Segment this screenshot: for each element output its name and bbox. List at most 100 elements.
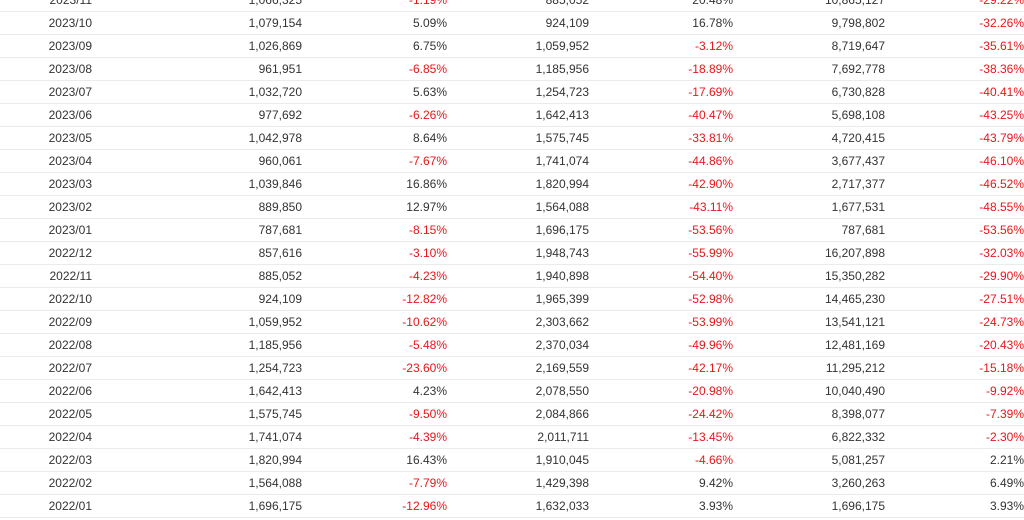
cell-value-1: 1,079,154	[92, 11, 302, 35]
cell-value-3: 6,730,828	[733, 80, 885, 104]
cell-month: 2022/11	[0, 264, 92, 288]
cell-value-3: 8,719,647	[733, 34, 885, 58]
table-row: 2022/06 1,642,413 4.23% 2,078,550 -20.98% 10,…	[0, 379, 1024, 403]
cell-change-2: -44.86%	[589, 149, 733, 173]
cell-change-2: -49.96%	[589, 333, 733, 357]
cell-value-1: 961,951	[92, 57, 302, 81]
cell-value-1: 857,616	[92, 241, 302, 265]
cell-month: 2023/03	[0, 172, 92, 196]
cell-change-3: -20.43%	[885, 333, 1024, 357]
cell-value-2: 1,948,743	[447, 241, 589, 265]
cell-month: 2022/06	[0, 379, 92, 403]
table-row: 2023/04 960,061 -7.67% 1,741,074 -44.86% 3,67…	[0, 149, 1024, 173]
cell-value-1: 1,026,869	[92, 34, 302, 58]
cell-change-3: -32.03%	[885, 241, 1024, 265]
cell-change-3: -29.22%	[885, 0, 1024, 12]
cell-change-3: -24.73%	[885, 310, 1024, 334]
cell-change-1: 6.75%	[302, 34, 447, 58]
cell-month: 2022/01	[0, 494, 92, 518]
cell-month: 2023/02	[0, 195, 92, 219]
cell-value-3: 4,720,415	[733, 126, 885, 150]
cell-value-3: 6,822,332	[733, 425, 885, 449]
cell-value-2: 1,642,413	[447, 103, 589, 127]
cell-value-1: 885,052	[92, 264, 302, 288]
cell-value-3: 1,677,531	[733, 195, 885, 219]
cell-change-2: 16.78%	[589, 11, 733, 35]
cell-value-1: 924,109	[92, 287, 302, 311]
table-row: 2023/01 787,681 -8.15% 1,696,175 -53.56% 787,…	[0, 218, 1024, 242]
cell-month: 2022/08	[0, 333, 92, 357]
cell-change-1: 5.09%	[302, 11, 447, 35]
table-row: 2022/03 1,820,994 16.43% 1,910,045 -4.66% 5,0…	[0, 448, 1024, 472]
table-row: 2022/10 924,109 -12.82% 1,965,399 -52.98% 14,…	[0, 287, 1024, 311]
table-row: 2022/11 885,052 -4.23% 1,940,898 -54.40% 15,3…	[0, 264, 1024, 288]
cell-change-3: -43.25%	[885, 103, 1024, 127]
cell-value-2: 924,109	[447, 11, 589, 35]
cell-value-1: 1,741,074	[92, 425, 302, 449]
cell-change-1: -4.23%	[302, 264, 447, 288]
cell-value-2: 1,910,045	[447, 448, 589, 472]
table-row: 2023/03 1,039,846 16.86% 1,820,994 -42.90% 2,…	[0, 172, 1024, 196]
cell-value-2: 1,185,956	[447, 57, 589, 81]
cell-value-3: 12,481,169	[733, 333, 885, 357]
cell-change-2: -55.99%	[589, 241, 733, 265]
cell-change-2: 20.48%	[589, 0, 733, 12]
cell-value-3: 2,717,377	[733, 172, 885, 196]
cell-value-3: 16,207,898	[733, 241, 885, 265]
cell-change-3: -46.10%	[885, 149, 1024, 173]
table-row: 2022/09 1,059,952 -10.62% 2,303,662 -53.99% 1…	[0, 310, 1024, 334]
cell-change-1: -7.67%	[302, 149, 447, 173]
cell-month: 2023/09	[0, 34, 92, 58]
cell-value-2: 1,575,745	[447, 126, 589, 150]
cell-change-2: -43.11%	[589, 195, 733, 219]
cell-month: 2023/05	[0, 126, 92, 150]
cell-value-2: 1,940,898	[447, 264, 589, 288]
cell-value-2: 2,084,866	[447, 402, 589, 426]
cell-value-3: 8,398,077	[733, 402, 885, 426]
cell-change-1: -12.82%	[302, 287, 447, 311]
cell-month: 2022/05	[0, 402, 92, 426]
cell-value-3: 14,465,230	[733, 287, 885, 311]
cell-change-1: 4.23%	[302, 379, 447, 403]
cell-month: 2023/06	[0, 103, 92, 127]
cell-value-3: 5,698,108	[733, 103, 885, 127]
cell-value-2: 2,169,559	[447, 356, 589, 380]
cell-change-2: 3.93%	[589, 494, 733, 518]
cell-month: 2022/04	[0, 425, 92, 449]
cell-change-2: -13.45%	[589, 425, 733, 449]
cell-change-3: -2.30%	[885, 425, 1024, 449]
cell-change-2: -17.69%	[589, 80, 733, 104]
cell-value-1: 787,681	[92, 218, 302, 242]
cell-change-1: 8.64%	[302, 126, 447, 150]
cell-change-2: -53.99%	[589, 310, 733, 334]
cell-month: 2022/02	[0, 471, 92, 495]
cell-change-3: -43.79%	[885, 126, 1024, 150]
cell-change-1: 16.86%	[302, 172, 447, 196]
cell-value-1: 1,039,846	[92, 172, 302, 196]
cell-value-2: 2,370,034	[447, 333, 589, 357]
cell-change-1: -1.19%	[302, 0, 447, 12]
cell-change-1: 12.97%	[302, 195, 447, 219]
cell-change-1: -5.48%	[302, 333, 447, 357]
cell-value-1: 1,564,088	[92, 471, 302, 495]
cell-value-3: 787,681	[733, 218, 885, 242]
cell-value-1: 1,820,994	[92, 448, 302, 472]
cell-value-3: 10,865,127	[733, 0, 885, 12]
cell-month: 2023/11	[0, 0, 92, 12]
cell-change-1: -10.62%	[302, 310, 447, 334]
cell-change-3: -29.90%	[885, 264, 1024, 288]
cell-change-1: -6.85%	[302, 57, 447, 81]
cell-value-2: 1,696,175	[447, 218, 589, 242]
cell-change-3: -7.39%	[885, 402, 1024, 426]
cell-value-1: 960,061	[92, 149, 302, 173]
table-row: 2022/08 1,185,956 -5.48% 2,370,034 -49.96% 12…	[0, 333, 1024, 357]
cell-month: 2022/10	[0, 287, 92, 311]
cell-change-2: -53.56%	[589, 218, 733, 242]
cell-change-1: -3.10%	[302, 241, 447, 265]
cell-change-3: 3.93%	[885, 494, 1024, 518]
cell-value-2: 2,303,662	[447, 310, 589, 334]
cell-value-3: 11,295,212	[733, 356, 885, 380]
cell-value-2: 1,820,994	[447, 172, 589, 196]
table-row: 2023/07 1,032,720 5.63% 1,254,723 -17.69% 6,7…	[0, 80, 1024, 104]
